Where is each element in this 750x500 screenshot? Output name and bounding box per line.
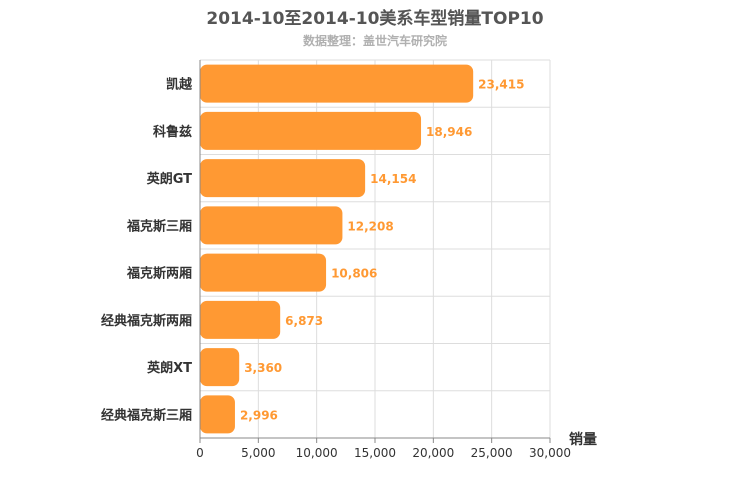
- x-tick-label: 30,000: [529, 446, 571, 460]
- bar-3[interactable]: [200, 206, 343, 245]
- bar-6[interactable]: [200, 348, 240, 387]
- category-label-3: 福克斯三厢: [126, 218, 192, 234]
- axes-group: 0 5,000 10,000 15,000 20,000 25,000 30,000 凯越科鲁…: [101, 60, 571, 460]
- x-tick-label: 0: [196, 446, 204, 460]
- bars-group: 23,415 18,946 14,154 12,208 10,806 6,873 3,360…: [200, 64, 524, 434]
- category-label-6: 英朗XT: [146, 360, 192, 376]
- value-label-2: 14,154: [370, 172, 416, 186]
- x-axis-label: 销量: [569, 431, 597, 448]
- x-tick-label: 10,000: [296, 446, 338, 460]
- bar-0[interactable]: [200, 64, 474, 103]
- chart-subtitle: 数据整理：盖世汽车研究院: [302, 34, 447, 48]
- value-label-7: 2,996: [240, 408, 278, 422]
- bar-1[interactable]: [200, 111, 422, 150]
- value-label-4: 10,806: [331, 267, 377, 281]
- category-label-2: 英朗GT: [146, 171, 192, 187]
- value-label-5: 6,873: [285, 314, 323, 328]
- x-tick-label: 15,000: [354, 446, 396, 460]
- bar-5[interactable]: [200, 300, 281, 339]
- bar-7[interactable]: [200, 395, 235, 434]
- category-label-5: 经典福克斯两厢: [101, 313, 192, 329]
- x-tick-label: 20,000: [412, 446, 454, 460]
- x-tick-label: 25,000: [471, 446, 513, 460]
- grid-lines: [199, 59, 551, 439]
- category-label-1: 科鲁兹: [153, 124, 192, 140]
- bar-2[interactable]: [200, 159, 366, 198]
- bar-4[interactable]: [200, 253, 327, 292]
- category-label-4: 福克斯两厢: [126, 266, 192, 282]
- value-label-6: 3,360: [244, 361, 282, 375]
- category-label-0: 凯越: [166, 77, 193, 93]
- value-label-1: 18,946: [426, 125, 472, 139]
- x-tick-label: 5,000: [241, 446, 275, 460]
- category-label-7: 经典福克斯三厢: [101, 407, 192, 423]
- chart-title: 2014-10至2014-10美系车型销量TOP10: [206, 9, 544, 29]
- value-label-0: 23,415: [478, 78, 524, 92]
- value-label-3: 12,208: [347, 219, 393, 233]
